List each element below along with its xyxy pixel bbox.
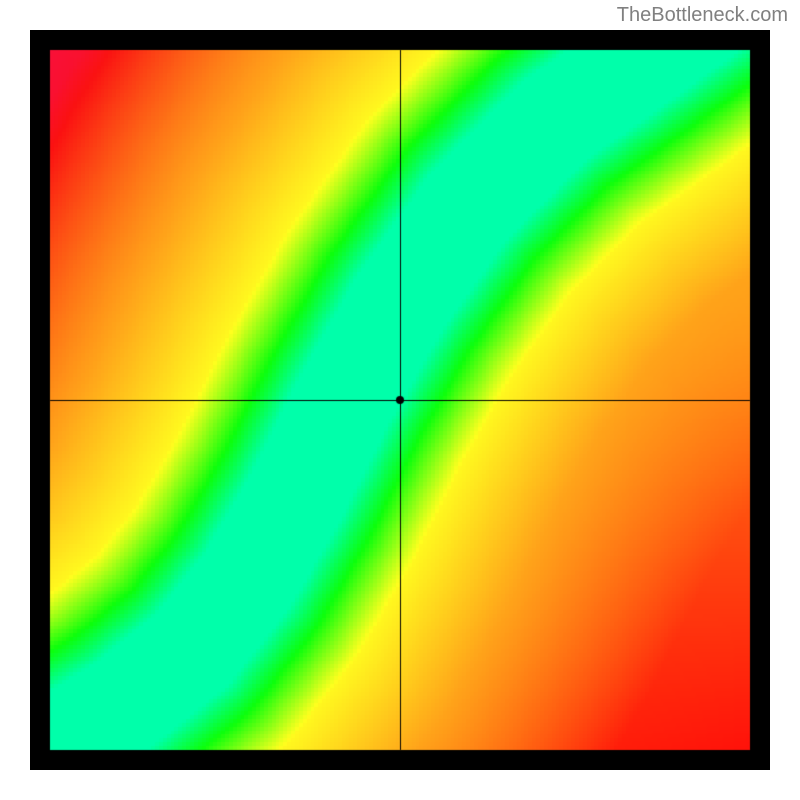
watermark-text: TheBottleneck.com <box>617 4 788 27</box>
overlay-canvas <box>30 30 770 770</box>
plot-frame <box>30 30 770 770</box>
